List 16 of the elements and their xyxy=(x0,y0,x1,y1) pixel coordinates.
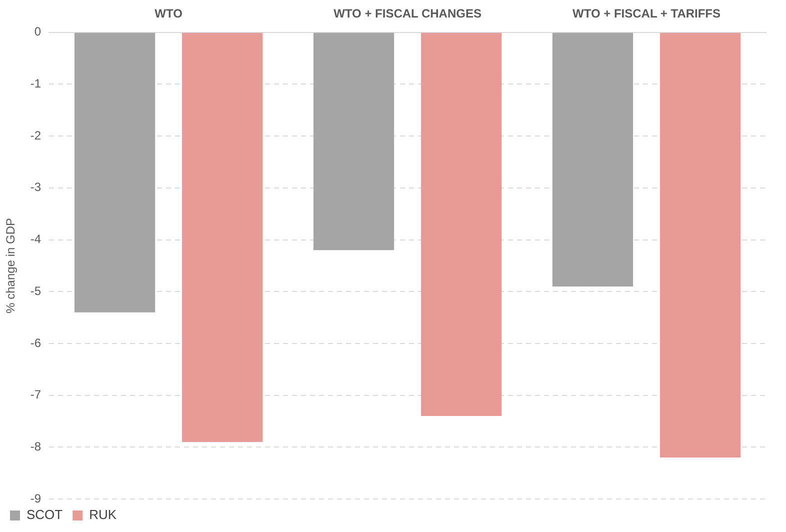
y-tick-label: -5 xyxy=(30,284,42,298)
y-tick-label: -8 xyxy=(30,439,42,454)
y-tick-label: -4 xyxy=(30,232,42,246)
y-tick-label: 0 xyxy=(34,24,42,39)
y-tick-label: -7 xyxy=(30,388,42,402)
y-tick-label: -2 xyxy=(30,128,42,142)
legend-label: RUK xyxy=(89,507,117,522)
x-tick-label: WTO xyxy=(154,6,182,21)
x-tick-label: WTO + FISCAL CHANGES xyxy=(334,6,482,21)
legend-label: SCOT xyxy=(26,507,63,522)
y-tick-label: -9 xyxy=(30,491,42,506)
y-tick-label: -1 xyxy=(30,76,42,91)
x-tick-label: WTO + FISCAL + TARIFFS xyxy=(572,6,721,21)
y-tick-label: -3 xyxy=(30,180,42,194)
y-tick-label: -6 xyxy=(30,336,42,350)
y-axis-title: % change in GDP xyxy=(4,218,18,314)
